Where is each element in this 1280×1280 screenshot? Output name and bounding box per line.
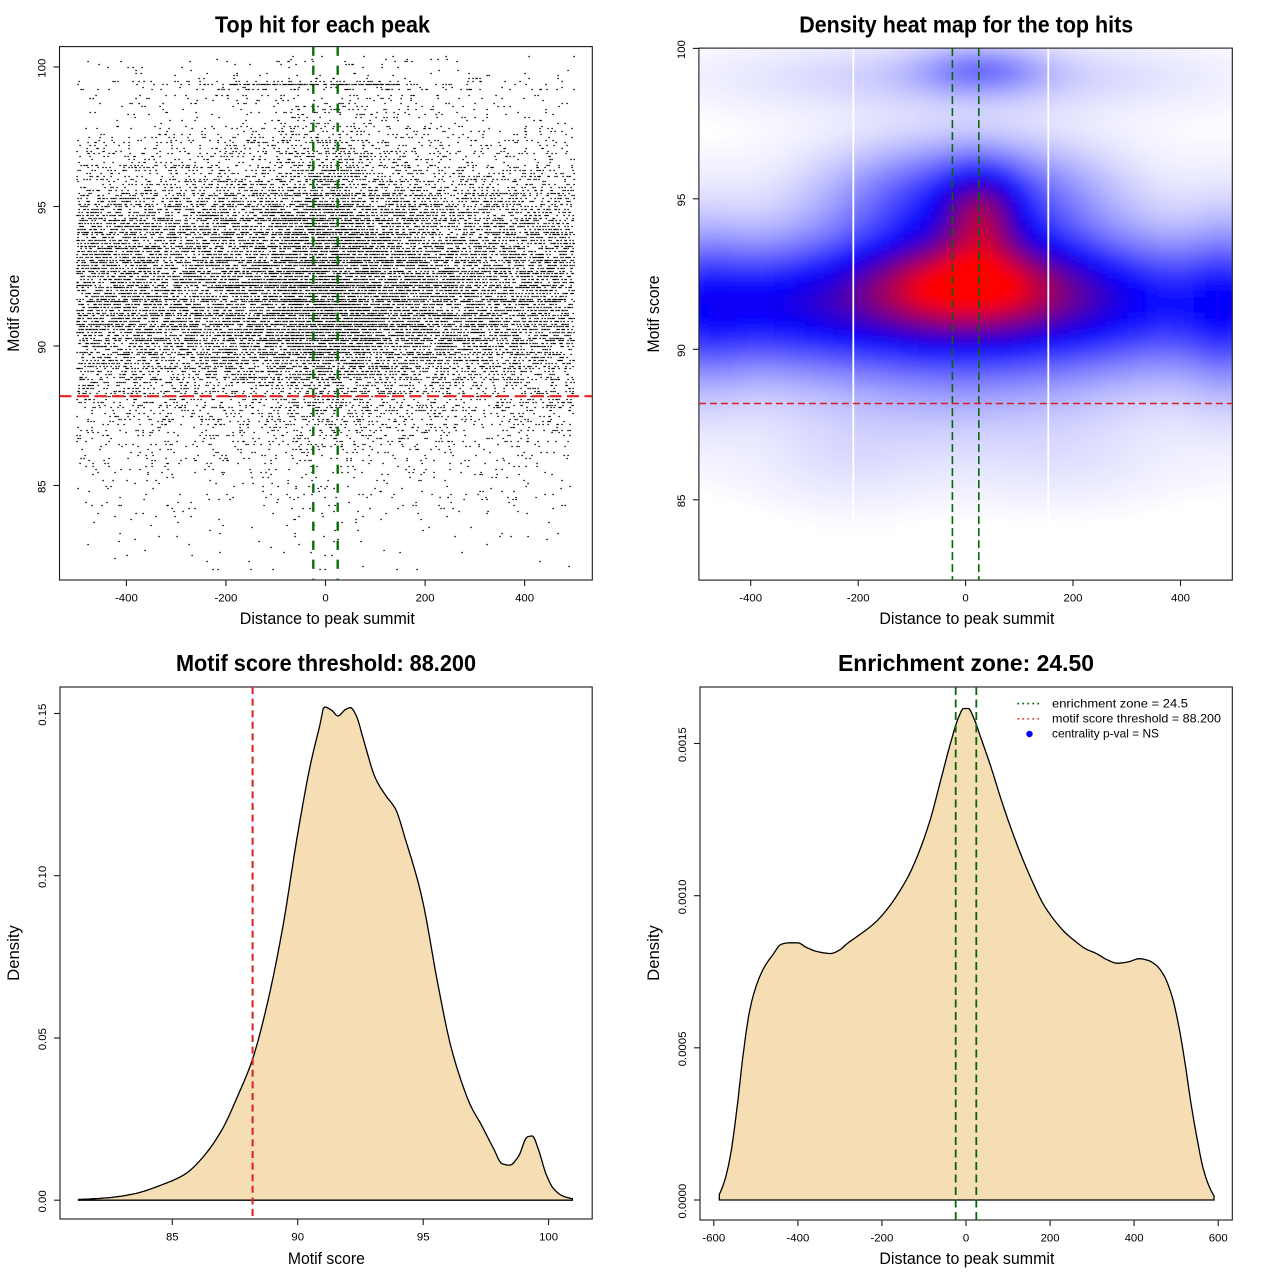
svg-text:85: 85 bbox=[676, 495, 688, 508]
svg-text:motif score threshold = 88.200: motif score threshold = 88.200 bbox=[1052, 712, 1221, 725]
svg-text:0.00: 0.00 bbox=[37, 1190, 49, 1212]
svg-text:Density: Density bbox=[4, 925, 23, 981]
svg-text:-400: -400 bbox=[115, 593, 138, 605]
svg-text:Motif score threshold: 88.200: Motif score threshold: 88.200 bbox=[176, 650, 476, 676]
svg-text:400: 400 bbox=[1171, 593, 1190, 605]
svg-text:90: 90 bbox=[676, 344, 688, 357]
svg-text:enrichment zone = 24.5: enrichment zone = 24.5 bbox=[1052, 697, 1188, 710]
svg-text:0.05: 0.05 bbox=[37, 1028, 49, 1050]
svg-text:0.0010: 0.0010 bbox=[677, 879, 689, 914]
svg-text:95: 95 bbox=[37, 201, 49, 214]
svg-text:0: 0 bbox=[962, 593, 968, 605]
svg-text:200: 200 bbox=[416, 593, 435, 605]
svg-text:400: 400 bbox=[515, 593, 534, 605]
svg-text:95: 95 bbox=[417, 1232, 430, 1244]
svg-text:Motif score: Motif score bbox=[288, 1249, 365, 1268]
svg-text:100: 100 bbox=[676, 40, 688, 59]
svg-text:Motif score: Motif score bbox=[644, 276, 663, 353]
svg-text:Density: Density bbox=[644, 925, 663, 981]
svg-text:0.15: 0.15 bbox=[37, 704, 49, 726]
svg-text:100: 100 bbox=[539, 1232, 558, 1244]
svg-text:200: 200 bbox=[1063, 593, 1082, 605]
svg-text:-600: -600 bbox=[702, 1233, 725, 1245]
svg-text:-200: -200 bbox=[847, 593, 870, 605]
svg-text:85: 85 bbox=[37, 480, 49, 493]
svg-text:400: 400 bbox=[1125, 1233, 1144, 1245]
svg-text:0.10: 0.10 bbox=[37, 866, 49, 888]
svg-text:0.0000: 0.0000 bbox=[677, 1184, 689, 1219]
svg-text:600: 600 bbox=[1209, 1233, 1228, 1245]
svg-text:-400: -400 bbox=[786, 1233, 809, 1245]
svg-text:-400: -400 bbox=[739, 593, 762, 605]
svg-text:85: 85 bbox=[166, 1232, 179, 1244]
svg-text:-200: -200 bbox=[214, 593, 237, 605]
svg-text:0: 0 bbox=[963, 1233, 969, 1245]
svg-text:90: 90 bbox=[291, 1232, 304, 1244]
svg-text:-200: -200 bbox=[870, 1233, 893, 1245]
svg-text:centrality p-val = NS: centrality p-val = NS bbox=[1052, 727, 1159, 740]
svg-text:Distance to peak summit: Distance to peak summit bbox=[879, 1249, 1054, 1268]
svg-text:0.0015: 0.0015 bbox=[677, 727, 689, 762]
svg-text:0.0005: 0.0005 bbox=[677, 1032, 689, 1067]
svg-text:Enrichment zone: 24.50: Enrichment zone: 24.50 bbox=[838, 650, 1094, 676]
svg-text:Distance to peak summit: Distance to peak summit bbox=[879, 609, 1054, 628]
svg-text:90: 90 bbox=[37, 341, 49, 354]
svg-text:0: 0 bbox=[322, 593, 328, 605]
svg-text:100: 100 bbox=[37, 59, 49, 78]
svg-text:Motif score: Motif score bbox=[4, 275, 23, 352]
svg-text:Top hit for each peak: Top hit for each peak bbox=[215, 11, 430, 37]
svg-text:Density heat map for the top h: Density heat map for the top hits bbox=[799, 11, 1133, 37]
svg-text:Distance to peak summit: Distance to peak summit bbox=[240, 609, 415, 628]
svg-text:95: 95 bbox=[676, 194, 688, 207]
svg-text:200: 200 bbox=[1041, 1233, 1060, 1245]
